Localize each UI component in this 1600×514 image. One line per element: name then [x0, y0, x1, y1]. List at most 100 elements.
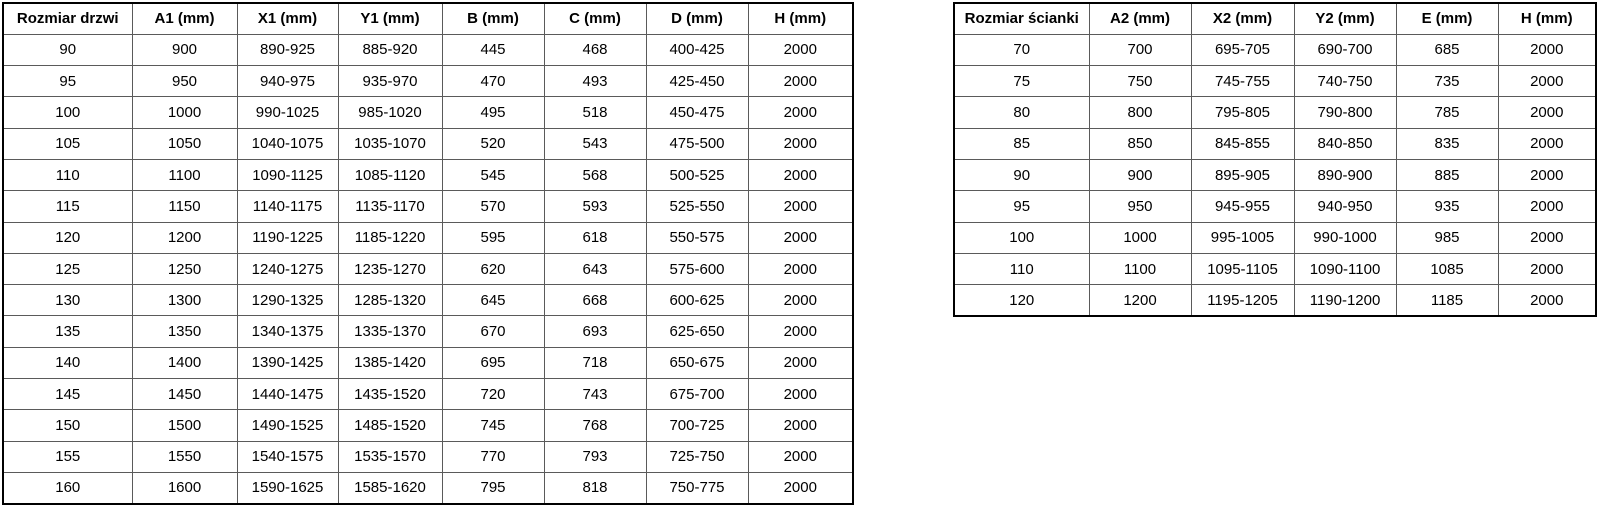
table-cell: 2000 — [747, 409, 854, 442]
table-cell: 725-750 — [645, 440, 749, 473]
wall-header-cell: E (mm) — [1395, 2, 1499, 35]
wall-panel-size-table: Rozmiar ścianki A2 (mm) X2 (mm) Y2 (mm) E (m… — [953, 2, 1597, 317]
table-cell: 850 — [1088, 127, 1192, 160]
table-cell: 1440-1475 — [236, 378, 339, 411]
table-cell: 945-955 — [1190, 190, 1295, 223]
wall-header-cell: Rozmiar ścianki — [953, 2, 1090, 35]
table-cell: 1190-1200 — [1293, 284, 1397, 317]
table-cell: 95 — [953, 190, 1090, 223]
table-cell: 493 — [543, 65, 647, 98]
table-cell: 110 — [953, 252, 1090, 286]
table-cell: 550-575 — [645, 221, 749, 254]
table-cell: 2000 — [1497, 127, 1597, 160]
table-cell: 85 — [953, 127, 1090, 160]
table-cell: 450-475 — [645, 96, 749, 129]
table-cell: 130 — [2, 284, 133, 317]
table-row: 130 1300 1290-1325 1285-1320 645 668 600-625 20… — [2, 284, 854, 317]
table-cell: 1140-1175 — [236, 190, 339, 223]
table-cell: 1335-1370 — [337, 315, 443, 348]
table-row: 105 1050 1040-1075 1035-1070 520 543 475-500 20… — [2, 127, 854, 160]
table-cell: 2000 — [747, 33, 854, 67]
table-cell: 720 — [441, 378, 545, 411]
table-cell: 1135-1170 — [337, 190, 443, 223]
table-cell: 940-950 — [1293, 190, 1397, 223]
table-cell: 700 — [1088, 33, 1192, 67]
table-row: 160 1600 1590-1625 1585-1620 795 818 750-775 20… — [2, 471, 854, 505]
table-cell: 1350 — [131, 315, 238, 348]
table-cell: 1000 — [1088, 221, 1192, 254]
table-cell: 740-750 — [1293, 65, 1397, 98]
table-cell: 745-755 — [1190, 65, 1295, 98]
table-cell: 1290-1325 — [236, 284, 339, 317]
table-cell: 135 — [2, 315, 133, 348]
table-cell: 950 — [1088, 190, 1192, 223]
table-cell: 668 — [543, 284, 647, 317]
table-cell: 795-805 — [1190, 96, 1295, 129]
table-cell: 885-920 — [337, 33, 443, 67]
table-cell: 2000 — [747, 96, 854, 129]
table-row: 90 900 890-925 885-920 445 468 400-425 2000 — [2, 33, 854, 67]
table-cell: 570 — [441, 190, 545, 223]
table-cell: 2000 — [747, 158, 854, 192]
table-cell: 1100 — [1088, 252, 1192, 286]
table-cell: 145 — [2, 378, 133, 411]
table-cell: 95 — [2, 65, 133, 98]
table-cell: 1200 — [1088, 284, 1192, 317]
table-cell: 120 — [2, 221, 133, 254]
table-cell: 160 — [2, 471, 133, 505]
table-cell: 995-1005 — [1190, 221, 1295, 254]
table-cell: 795 — [441, 471, 545, 505]
table-cell: 900 — [1088, 158, 1192, 192]
table-cell: 2000 — [1497, 221, 1597, 254]
table-cell: 90 — [2, 33, 133, 67]
table-cell: 620 — [441, 252, 545, 286]
table-row: 115 1150 1140-1175 1135-1170 570 593 525-550 20… — [2, 190, 854, 223]
table-cell: 890-900 — [1293, 158, 1397, 192]
table-cell: 70 — [953, 33, 1090, 67]
table-cell: 600-625 — [645, 284, 749, 317]
table-cell: 1235-1270 — [337, 252, 443, 286]
table-cell: 935-970 — [337, 65, 443, 98]
table-row: 145 1450 1440-1475 1435-1520 720 743 675-700 20… — [2, 378, 854, 411]
table-cell: 2000 — [747, 378, 854, 411]
table-cell: 470 — [441, 65, 545, 98]
table-cell: 1390-1425 — [236, 346, 339, 380]
table-cell: 625-650 — [645, 315, 749, 348]
table-row: 155 1550 1540-1575 1535-1570 770 793 725-750 20… — [2, 440, 854, 473]
table-cell: 695 — [441, 346, 545, 380]
table-cell: 935 — [1395, 190, 1499, 223]
table-cell: 985-1020 — [337, 96, 443, 129]
table-cell: 700-725 — [645, 409, 749, 442]
table-cell: 835 — [1395, 127, 1499, 160]
table-cell: 100 — [2, 96, 133, 129]
table-cell: 575-600 — [645, 252, 749, 286]
table-cell: 1300 — [131, 284, 238, 317]
table-cell: 1585-1620 — [337, 471, 443, 505]
door-header-cell: Rozmiar drzwi — [2, 2, 133, 35]
table-cell: 120 — [953, 284, 1090, 317]
table-cell: 2000 — [1497, 65, 1597, 98]
wall-header-cell: H (mm) — [1497, 2, 1597, 35]
table-cell: 1185-1220 — [337, 221, 443, 254]
table-cell: 1085-1120 — [337, 158, 443, 192]
table-cell: 1035-1070 — [337, 127, 443, 160]
table-cell: 2000 — [1497, 252, 1597, 286]
table-row: 100 1000 990-1025 985-1020 495 518 450-475 2000 — [2, 96, 854, 129]
table-cell: 785 — [1395, 96, 1499, 129]
table-cell: 75 — [953, 65, 1090, 98]
table-cell: 2000 — [747, 221, 854, 254]
table-cell: 1285-1320 — [337, 284, 443, 317]
door-header-row: Rozmiar drzwi A1 (mm) X1 (mm) Y1 (mm) B (mm)… — [2, 2, 854, 35]
table-cell: 520 — [441, 127, 545, 160]
table-cell: 985 — [1395, 221, 1499, 254]
table-cell: 1090-1100 — [1293, 252, 1397, 286]
door-header-cell: B (mm) — [441, 2, 545, 35]
table-cell: 115 — [2, 190, 133, 223]
door-header-cell: A1 (mm) — [131, 2, 238, 35]
table-cell: 1195-1205 — [1190, 284, 1295, 317]
table-cell: 950 — [131, 65, 238, 98]
table-cell: 425-450 — [645, 65, 749, 98]
table-cell: 1400 — [131, 346, 238, 380]
table-row: 135 1350 1340-1375 1335-1370 670 693 625-650 20… — [2, 315, 854, 348]
